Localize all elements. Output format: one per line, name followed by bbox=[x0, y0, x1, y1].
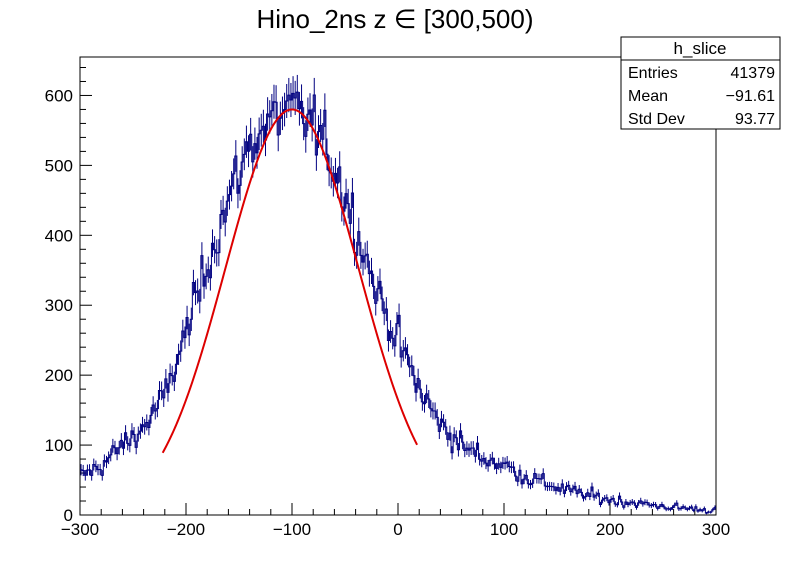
y-minor-ticks bbox=[80, 66, 86, 502]
stats-box: h_slice Entries 41379 Mean −91.61 Std De… bbox=[620, 36, 781, 130]
stats-entries-label: Entries bbox=[628, 65, 678, 82]
y-tick-label: 200 bbox=[45, 366, 73, 385]
gaussian-fit-curve bbox=[161, 108, 418, 454]
y-tick-label: 600 bbox=[45, 86, 73, 105]
stats-stddev-value: 93.77 bbox=[735, 111, 775, 128]
stats-entries-value: 41379 bbox=[731, 65, 776, 82]
stats-box-title: h_slice bbox=[674, 39, 727, 58]
y-tick-label: 500 bbox=[45, 156, 73, 175]
stats-stddev-label: Std Dev bbox=[628, 111, 685, 128]
histogram-line bbox=[80, 91, 716, 514]
y-tick-label: 300 bbox=[45, 296, 73, 315]
x-tick-label: −100 bbox=[273, 520, 311, 539]
x-tick-label: 300 bbox=[702, 520, 730, 539]
y-tick-label: 0 bbox=[64, 506, 73, 525]
x-tick-label: −200 bbox=[167, 520, 205, 539]
stats-mean-label: Mean bbox=[628, 88, 668, 105]
stats-mean-value: −91.61 bbox=[726, 88, 775, 105]
x-tick-label: −300 bbox=[61, 520, 99, 539]
x-tick-label: 0 bbox=[393, 520, 402, 539]
x-minor-ticks bbox=[100, 509, 696, 515]
y-tick-label: 400 bbox=[45, 226, 73, 245]
histogram bbox=[80, 74, 716, 515]
stats-box-frame bbox=[620, 36, 781, 130]
chart-title: Hino_2ns z ∈ [300,500) bbox=[256, 4, 533, 34]
x-tick-label: 100 bbox=[490, 520, 518, 539]
x-tick-label: 200 bbox=[596, 520, 624, 539]
y-tick-label: 100 bbox=[45, 436, 73, 455]
